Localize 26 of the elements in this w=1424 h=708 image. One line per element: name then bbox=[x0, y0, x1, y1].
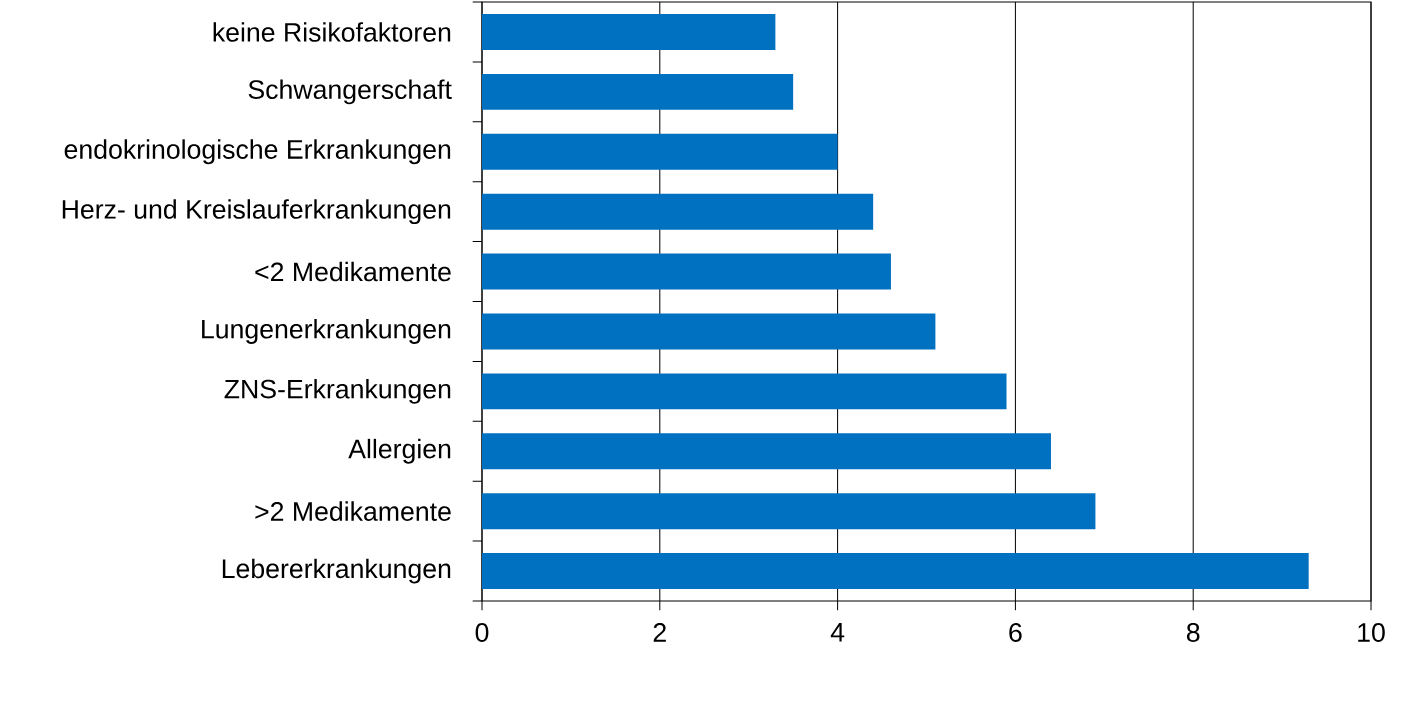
bar bbox=[482, 73, 794, 110]
bar bbox=[482, 553, 1309, 590]
y-tick-label: Lebererkrankungen bbox=[222, 558, 451, 584]
y-tick-label: Lungenerkrankungen bbox=[202, 319, 451, 344]
x-tick-label: 2 bbox=[653, 623, 666, 642]
bar bbox=[482, 493, 1096, 530]
bar bbox=[482, 313, 936, 350]
x-tick-label: 0 bbox=[475, 623, 489, 642]
bar bbox=[482, 253, 891, 290]
x-tick-label: 10 bbox=[1358, 623, 1385, 642]
y-tick-label: ZNS-Erkrankungen bbox=[224, 378, 451, 404]
y-tick-label: Herz- und Kreislauferkrankungen bbox=[62, 199, 451, 225]
y-tick-label: endokrinologische Erkrankungen bbox=[64, 139, 451, 165]
bar bbox=[482, 133, 838, 170]
y-tick-label: >2 Medikamente bbox=[255, 501, 451, 521]
x-tick-label: 6 bbox=[1009, 623, 1022, 642]
bar bbox=[482, 433, 1051, 470]
y-tick-label: <2 Medikamente bbox=[255, 261, 451, 282]
x-tick-label: 8 bbox=[1186, 623, 1200, 642]
y-tick-label: keine Risikofaktoren bbox=[213, 22, 451, 42]
x-tick-label: 4 bbox=[830, 623, 845, 642]
bar bbox=[482, 13, 776, 50]
y-tick-label: Allergien bbox=[348, 438, 451, 464]
y-tick-label: Schwangerschaft bbox=[248, 79, 452, 105]
bar bbox=[482, 373, 1007, 410]
bar bbox=[482, 193, 874, 230]
